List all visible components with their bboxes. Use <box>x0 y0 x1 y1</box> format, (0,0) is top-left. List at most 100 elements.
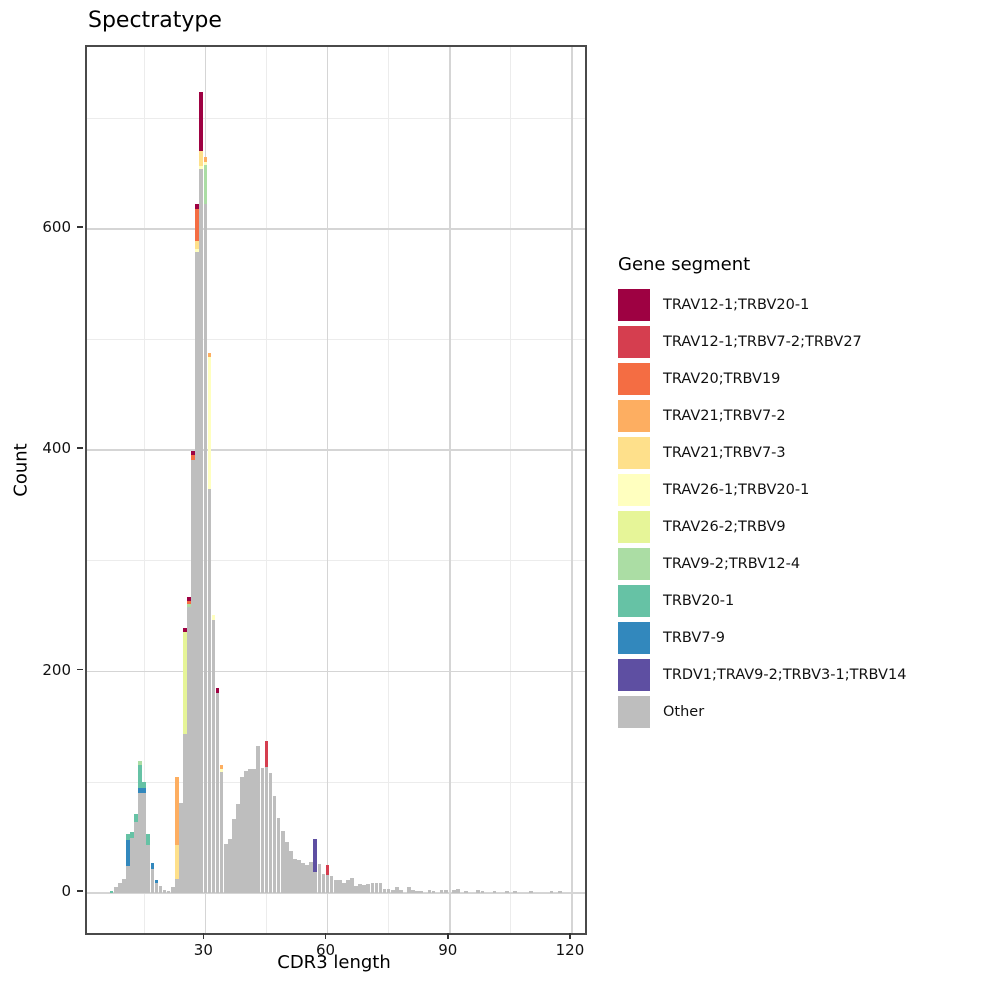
bar-segment-other <box>342 883 346 894</box>
bar-segment-other <box>366 884 371 894</box>
bar-segment-other <box>236 804 240 894</box>
bar-segment-c6 <box>195 248 199 253</box>
bar-segment-other <box>399 889 403 894</box>
bar-segment-other <box>130 837 134 894</box>
bar-segment-c11 <box>313 838 318 872</box>
legend-title: Gene segment <box>618 254 751 275</box>
bar-segment-other <box>146 845 151 894</box>
bar-segment-c5 <box>199 151 204 166</box>
bar-segment-other <box>346 879 350 894</box>
legend-entry: TRDV1;TRAV9-2;TRBV3-1;TRBV14 <box>618 659 906 691</box>
legend-swatch-icon <box>618 696 650 728</box>
bar-segment-other <box>199 169 204 894</box>
bar-segment-other <box>134 822 138 894</box>
bar-segment-other <box>297 859 301 894</box>
legend-entry: TRAV21;TRBV7-3 <box>618 437 906 469</box>
bar-segment-other <box>166 890 171 894</box>
bar-segment-c6 <box>203 162 208 165</box>
bar-segment-other <box>293 858 297 894</box>
bar-segment-other <box>268 773 273 894</box>
legend-entry: TRBV20-1 <box>618 585 906 617</box>
x-tick-mark <box>324 933 327 939</box>
legend-entries: TRAV12-1;TRBV20-1 TRAV12-1;TRBV7-2;TRBV27… <box>618 289 906 728</box>
bar-segment-c10 <box>138 787 142 794</box>
y-tick-mark <box>77 226 83 228</box>
legend-label: TRDV1;TRAV9-2;TRBV3-1;TRBV14 <box>663 667 907 683</box>
plot-title: Spectratype <box>88 8 222 33</box>
y-tick-mark <box>77 668 83 671</box>
bar-segment-other <box>431 890 436 894</box>
bar-segment-c10 <box>154 879 159 884</box>
gridline-y-major <box>87 670 585 673</box>
bar-segment-c4 <box>174 776 179 846</box>
legend-label: TRAV21;TRBV7-3 <box>663 445 786 461</box>
bar-segment-other <box>427 889 432 894</box>
bar-segment-other <box>211 619 216 894</box>
bar-segment-other <box>415 890 419 894</box>
bar-segment-other <box>480 890 485 894</box>
bar-segment-c4 <box>203 156 208 163</box>
bar-segment-other <box>313 871 318 894</box>
bar-segment-c1 <box>183 628 187 632</box>
bar-segment-other <box>337 879 342 894</box>
bar-segment-other <box>378 883 383 894</box>
bar-segment-c9 <box>134 814 138 823</box>
x-tick-mark <box>569 933 571 939</box>
bar-segment-other <box>325 875 330 894</box>
bar-segment-other <box>195 252 199 894</box>
bar-segment-c1 <box>191 451 195 455</box>
bar-segment-other <box>386 888 391 894</box>
bar-segment-other <box>158 886 163 894</box>
legend-label: TRAV9-2;TRBV12-4 <box>663 556 801 572</box>
bar-segment-c1 <box>215 688 220 693</box>
bar-segment-c3 <box>191 454 195 461</box>
gridline-x-major <box>449 47 451 933</box>
x-tick-label: 60 <box>316 941 336 959</box>
bar-segment-other <box>504 890 509 894</box>
bar-segment-other <box>138 793 142 894</box>
bar-segment-other <box>174 878 179 894</box>
x-tick-label: 90 <box>438 941 458 959</box>
bar-segment-other <box>350 877 354 894</box>
legend-swatch-icon <box>618 511 650 543</box>
bar-segment-other <box>549 890 554 894</box>
bar-segment-other <box>374 883 379 894</box>
bar-segment-other <box>370 883 375 894</box>
bar-segment-other <box>150 868 155 894</box>
legend-entry: TRAV26-2;TRBV9 <box>618 511 906 543</box>
legend-label: TRAV26-1;TRBV20-1 <box>663 482 810 498</box>
bar-segment-other <box>464 890 468 894</box>
legend-label: TRAV12-1;TRBV20-1 <box>663 297 810 313</box>
x-tick-mark <box>447 933 449 939</box>
bar-segment-other <box>456 888 460 894</box>
legend-swatch-icon <box>618 585 650 617</box>
gridline-y-minor <box>87 560 585 562</box>
bar-segment-c2 <box>264 741 269 767</box>
bar-segment-other <box>301 863 305 894</box>
bar-segment-c9 <box>146 834 151 846</box>
bar-segment-other <box>248 769 252 894</box>
bar-segment-c9 <box>142 782 147 788</box>
legend-entry: Other <box>618 696 906 728</box>
x-tick-mark <box>202 933 205 939</box>
gridline-y-minor <box>87 117 585 119</box>
bar-segment-other <box>126 866 130 894</box>
legend-label: TRBV7-9 <box>663 630 726 646</box>
bar-segment-other <box>419 890 424 894</box>
legend-entry: TRAV26-1;TRBV20-1 <box>618 474 906 506</box>
bar-segment-other <box>113 887 118 894</box>
legend-label: TRAV26-2;TRBV9 <box>663 519 786 535</box>
bar-segment-other <box>289 850 293 894</box>
gridline-y-major <box>87 449 585 451</box>
bar-segment-c6 <box>199 165 204 169</box>
gridline-y-major <box>87 228 585 230</box>
bar-segment-other <box>451 889 456 894</box>
bar-segment-c1 <box>199 91 204 152</box>
legend-entry: TRAV12-1;TRBV20-1 <box>618 289 906 321</box>
bar-segment-c6 <box>219 769 224 773</box>
legend-entry: TRAV21;TRBV7-2 <box>618 400 906 432</box>
bar-segment-other <box>439 889 444 894</box>
y-tick-mark <box>77 447 83 449</box>
bar-segment-other <box>407 887 411 894</box>
bar-segment-c1 <box>195 204 199 209</box>
